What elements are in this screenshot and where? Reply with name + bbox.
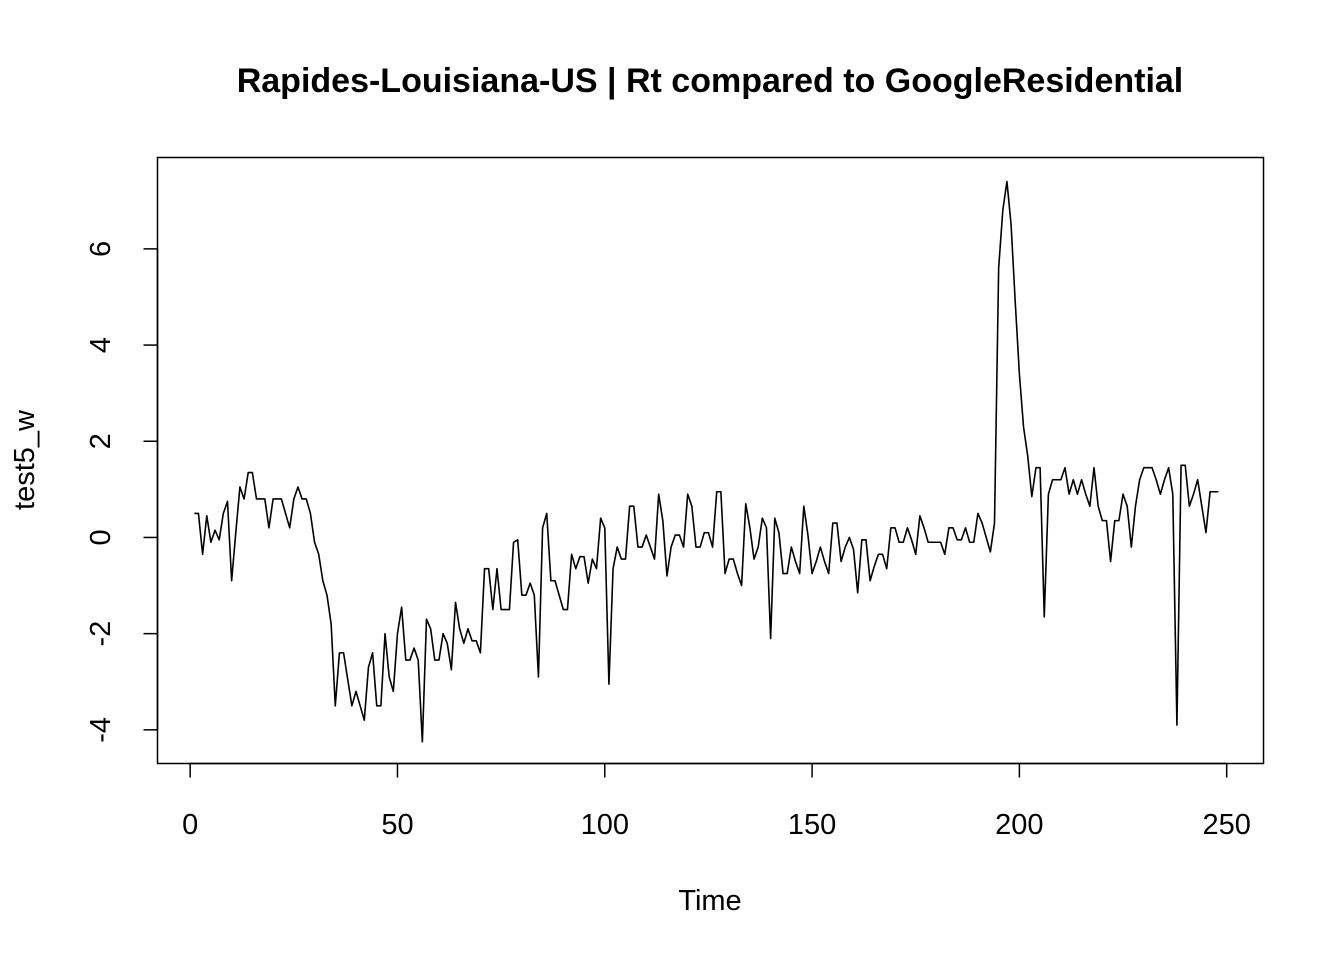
x-axis: 0 50 100 150 200 250 <box>182 762 1251 841</box>
chart-title: Rapides-Louisiana-US | Rt compared to Go… <box>237 62 1184 100</box>
plot-box <box>156 156 1265 765</box>
y-tick-label: 4 <box>85 337 117 353</box>
y-tick-label: 2 <box>85 433 117 449</box>
x-tick-label: 150 <box>788 809 836 841</box>
x-tick-label: 250 <box>1202 809 1250 841</box>
x-tick-label: 0 <box>182 809 198 841</box>
x-tick-label: 50 <box>381 809 413 841</box>
y-axis-label: test5_w <box>9 409 41 510</box>
x-tick-label: 100 <box>581 809 629 841</box>
y-tick-label: -4 <box>85 717 117 743</box>
x-tick-label: 200 <box>995 809 1043 841</box>
y-tick-label: 0 <box>85 529 117 545</box>
y-axis: -4 -2 0 2 4 6 <box>85 241 159 743</box>
y-tick-label: -2 <box>85 621 117 647</box>
series-line <box>194 180 1219 743</box>
y-tick-label: 6 <box>85 241 117 257</box>
x-axis-label: Time <box>678 885 741 917</box>
